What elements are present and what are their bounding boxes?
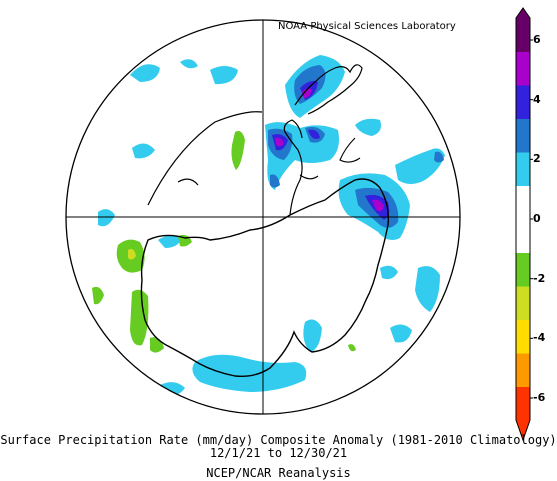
- anomaly-region: [303, 319, 322, 352]
- anomaly-region: [275, 137, 284, 147]
- anomaly-region: [395, 148, 445, 184]
- south-america-outline: [294, 64, 363, 115]
- colorbar-tick-label: -2: [533, 271, 546, 285]
- anomaly-regions-magenta: [275, 88, 384, 212]
- colorbar-segment: [516, 51, 530, 86]
- africa-outline: [299, 137, 361, 180]
- anomaly-region: [355, 118, 381, 136]
- anomaly-region: [380, 265, 398, 280]
- anomaly-region: [308, 129, 320, 139]
- colorbar-segment: [516, 152, 530, 186]
- colorbar-outline: [515, 7, 531, 442]
- anomaly-region: [390, 324, 412, 343]
- colorbar-tick-label: -6: [533, 391, 546, 404]
- colorbar-tick-label: 0: [533, 212, 541, 225]
- colorbar-segment: [516, 286, 530, 320]
- anomaly-region: [210, 66, 238, 85]
- anomaly-region: [130, 289, 149, 346]
- anomaly-region: [302, 88, 312, 98]
- anomaly-region: [372, 199, 384, 212]
- colorbar-segment: [516, 185, 530, 220]
- anomaly-region: [415, 266, 440, 312]
- anomaly-region: [132, 143, 155, 159]
- anomaly-region: [180, 59, 198, 69]
- antarctica-outline: [140, 178, 390, 378]
- colorbar-tick-label: 6: [533, 33, 541, 46]
- anomaly-region: [231, 131, 245, 170]
- anomaly-region: [98, 209, 115, 227]
- antarctic-peninsula-outline: [283, 119, 303, 216]
- anomaly-region: [158, 235, 182, 248]
- dataset-name: NCEP/NCAR Reanalysis: [206, 466, 351, 480]
- anomaly-region: [270, 174, 280, 188]
- colorbar-tick-label: 4: [533, 92, 541, 106]
- colorbar-high-extend: [516, 8, 530, 18]
- anomaly-region: [92, 286, 104, 305]
- date-range: 12/1/21 to 12/30/21: [209, 446, 348, 460]
- anomaly-regions-yellow-green: [128, 248, 136, 260]
- colorbar-low-extend: [516, 420, 530, 440]
- anomaly-region: [348, 344, 356, 352]
- colorbar-segment: [516, 219, 530, 253]
- colorbar-segment: [516, 386, 530, 421]
- australia-coast-outline: [147, 111, 263, 206]
- anomaly-region: [128, 248, 136, 260]
- anomaly-region: [434, 151, 444, 163]
- map-boundary-circle: [65, 19, 461, 415]
- colorbar-tick-label: -4: [533, 331, 546, 345]
- colorbar-segment: [516, 118, 530, 153]
- anomaly-region: [192, 354, 307, 392]
- colorbar-tick-label: 2: [533, 152, 541, 166]
- map-title: Surface Precipitation Rate (mm/day) Comp…: [0, 433, 557, 447]
- colorbar-segment: [516, 319, 530, 354]
- colorbar-segment: [516, 353, 530, 387]
- anomaly-region: [130, 64, 160, 82]
- colorbar-segment: [516, 18, 530, 52]
- colorbar-segment: [516, 85, 530, 119]
- colorbar-segment: [516, 252, 530, 287]
- data-source-credit: NOAA Physical Sciences Laboratory: [278, 21, 456, 32]
